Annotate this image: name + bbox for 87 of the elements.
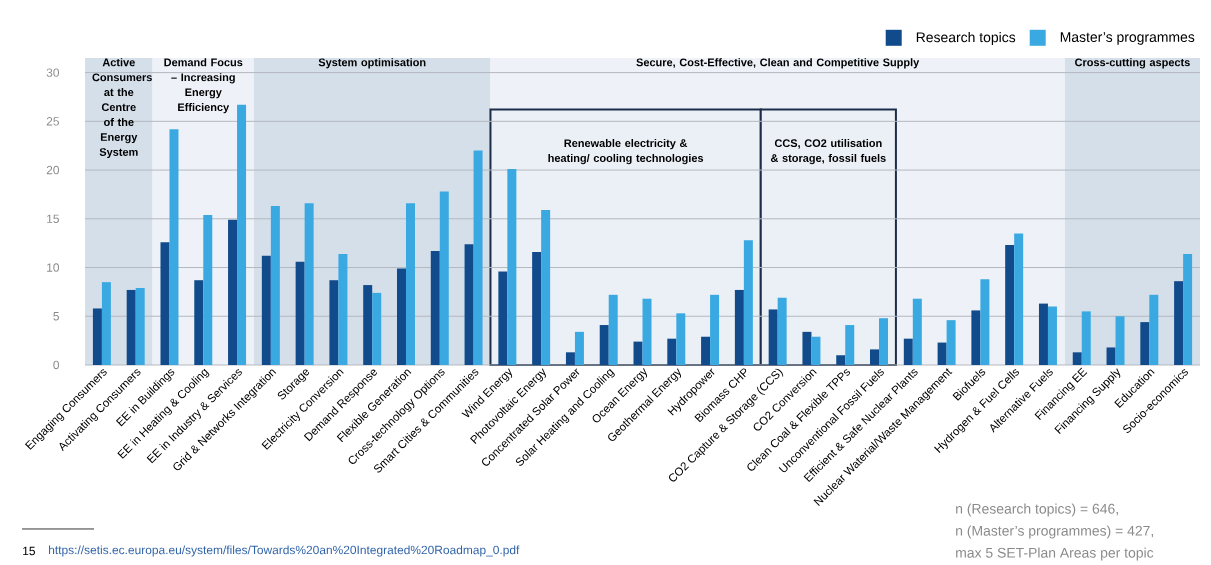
- band-label: Cross-cutting aspects: [1075, 58, 1190, 69]
- bar: [338, 253, 348, 365]
- bar: [92, 308, 102, 365]
- bar: [363, 285, 373, 365]
- bar: [734, 289, 744, 365]
- bar: [507, 169, 517, 365]
- bar: [101, 282, 111, 365]
- bar: [802, 331, 812, 365]
- bar: [743, 240, 753, 365]
- bar: [1149, 294, 1159, 365]
- y-tick-label: 5: [53, 312, 59, 321]
- bar: [473, 150, 483, 365]
- bar: [937, 342, 947, 365]
- bar: [1038, 303, 1048, 365]
- bar: [160, 242, 170, 365]
- bar: [194, 280, 204, 365]
- bar: [777, 297, 787, 365]
- bar: [667, 338, 677, 365]
- bar: [633, 341, 643, 365]
- bar: [912, 298, 922, 365]
- band-label: Secure, Cost-Effective, Clean and Competitive Supply: [636, 58, 920, 69]
- y-tick-label: 20: [46, 165, 60, 175]
- text: n (Research topics) = 646,: [956, 503, 1118, 517]
- bar: [372, 292, 382, 365]
- bar: [1140, 322, 1150, 365]
- bar: [237, 104, 247, 365]
- bar: [642, 298, 652, 365]
- bar: [498, 271, 508, 365]
- bar: [710, 294, 720, 365]
- bar: [1005, 245, 1015, 365]
- band-label: Active Consumers at the Centre of the Energy System: [92, 58, 152, 159]
- bar: [405, 203, 415, 365]
- y-tick-label: 10: [47, 263, 60, 272]
- bar: [1072, 352, 1082, 365]
- y-tick-label: 0: [53, 360, 60, 370]
- bar: [574, 331, 584, 365]
- y-tick-label: 15: [47, 214, 59, 223]
- band-label: CCS, CO2 utilisation & storage, fossil fuels: [770, 139, 886, 165]
- bar: [946, 320, 956, 365]
- bar: [870, 349, 880, 365]
- bar: [396, 268, 406, 365]
- bar: [464, 244, 474, 365]
- bar: [261, 255, 271, 365]
- bar: [1047, 306, 1057, 365]
- bar: [1115, 316, 1125, 365]
- bar: [980, 279, 990, 365]
- text: 15: [23, 546, 35, 556]
- bar: [845, 325, 855, 365]
- y-tick-label: 25: [46, 117, 59, 126]
- band-label: Renewable electricity & heating/ cooling technologies: [548, 139, 704, 165]
- bar: [811, 336, 821, 365]
- bar: [126, 289, 136, 365]
- y-tick-label: 30: [46, 68, 60, 77]
- bar: [203, 214, 213, 365]
- bar: [565, 352, 575, 365]
- band-label: Demand Focus – Increasing Energy Efficiency: [164, 58, 243, 114]
- bar: [329, 280, 339, 365]
- bar: [228, 219, 238, 365]
- text: n (Master’s programmes) = 427,: [956, 525, 1154, 539]
- bar: [304, 203, 314, 365]
- bar: [836, 355, 846, 365]
- bar: [676, 313, 686, 365]
- bar: [1174, 281, 1184, 365]
- bar: [135, 287, 145, 365]
- bar: [903, 338, 913, 365]
- bar: [430, 250, 440, 365]
- bar: [1081, 311, 1091, 365]
- bar: [270, 206, 280, 365]
- bar: [1106, 347, 1116, 365]
- bar: [971, 310, 981, 365]
- bar: [879, 318, 889, 365]
- text: https://setis.ec.europa.eu/system/files/Towards%20an%20Integrated%20Roadmap_0.pdf: [49, 545, 520, 557]
- bar: [701, 336, 711, 365]
- bar: [1014, 233, 1024, 365]
- legend-label: Research topics: [916, 31, 1016, 45]
- bar: [439, 191, 449, 365]
- band-label: System optimisation: [318, 58, 426, 69]
- bar: [608, 294, 618, 365]
- bar: [599, 325, 609, 365]
- bar: [768, 309, 778, 365]
- bar: [541, 210, 551, 365]
- bar: [532, 251, 542, 365]
- bar: [1183, 253, 1193, 365]
- bar: [295, 261, 305, 365]
- bar: [169, 129, 179, 365]
- text: max 5 SET-Plan Areas per topic: [956, 547, 1154, 561]
- legend-label: Master’s programmes: [1060, 32, 1195, 45]
